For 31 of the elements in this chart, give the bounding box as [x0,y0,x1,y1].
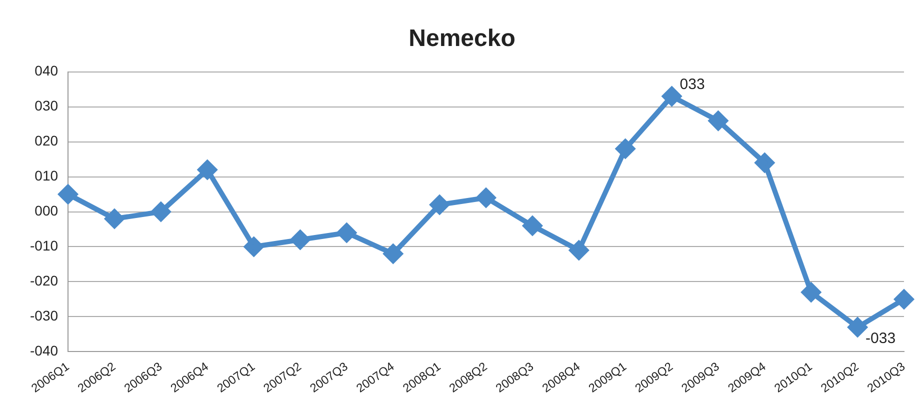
point [244,237,264,256]
point [430,195,450,214]
y-tick-label: 030 [34,98,58,114]
point [894,290,914,309]
point [848,318,868,337]
point [662,86,682,106]
point [616,139,635,158]
point [198,160,217,180]
y-tick-label: 010 [34,168,58,184]
point [104,209,124,228]
point [522,216,542,236]
y-tick-label: -020 [30,272,58,289]
point [337,223,356,242]
data-label: -033 [866,330,896,347]
y-tick-label: 020 [34,132,58,149]
point [569,240,588,260]
y-tick-label: -030 [30,308,58,324]
point [755,153,774,172]
point [151,202,170,222]
point [384,244,403,264]
point [290,230,310,250]
y-tick-label: -040 [30,342,58,359]
point [476,188,496,208]
data-label: 033 [680,76,705,93]
y-tick-label: -010 [30,238,58,254]
y-tick-label: 000 [34,202,58,219]
point [802,282,821,302]
point [58,184,78,204]
point [708,111,728,130]
y-tick-label: 040 [34,62,58,79]
chart-title: Nemecko [408,25,516,52]
